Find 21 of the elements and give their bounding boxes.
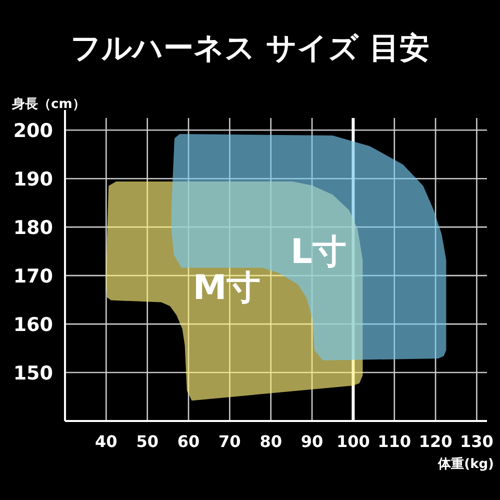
x-tick-label: 90 (300, 432, 324, 451)
x-tick-label: 60 (177, 432, 200, 451)
y-tick-label: 160 (13, 314, 53, 336)
x-tick-label: 100 (336, 432, 370, 451)
y-tick-label: 190 (13, 168, 53, 191)
annotation: L寸 (290, 232, 346, 272)
y-axis-title: 身長（cm） (11, 97, 86, 112)
x-axis-title: 体重(kg) (437, 456, 494, 472)
x-tick-label: 40 (95, 432, 118, 451)
y-tick-label: 170 (13, 266, 53, 288)
x-tick-label: 130 (460, 432, 494, 451)
x-tick-label: 70 (218, 432, 241, 451)
y-tick-label: 200 (13, 120, 53, 142)
y-tick-label: 180 (13, 217, 53, 240)
y-tick-label: 150 (13, 362, 53, 385)
x-tick-label: 80 (260, 432, 282, 451)
x-tick-label: 120 (418, 432, 452, 451)
x-tick-label: 50 (136, 432, 158, 451)
annotation: M寸 (192, 268, 261, 308)
chart-title: フルハーネス サイズ 目安 (70, 31, 430, 66)
x-tick-label: 110 (378, 432, 412, 451)
